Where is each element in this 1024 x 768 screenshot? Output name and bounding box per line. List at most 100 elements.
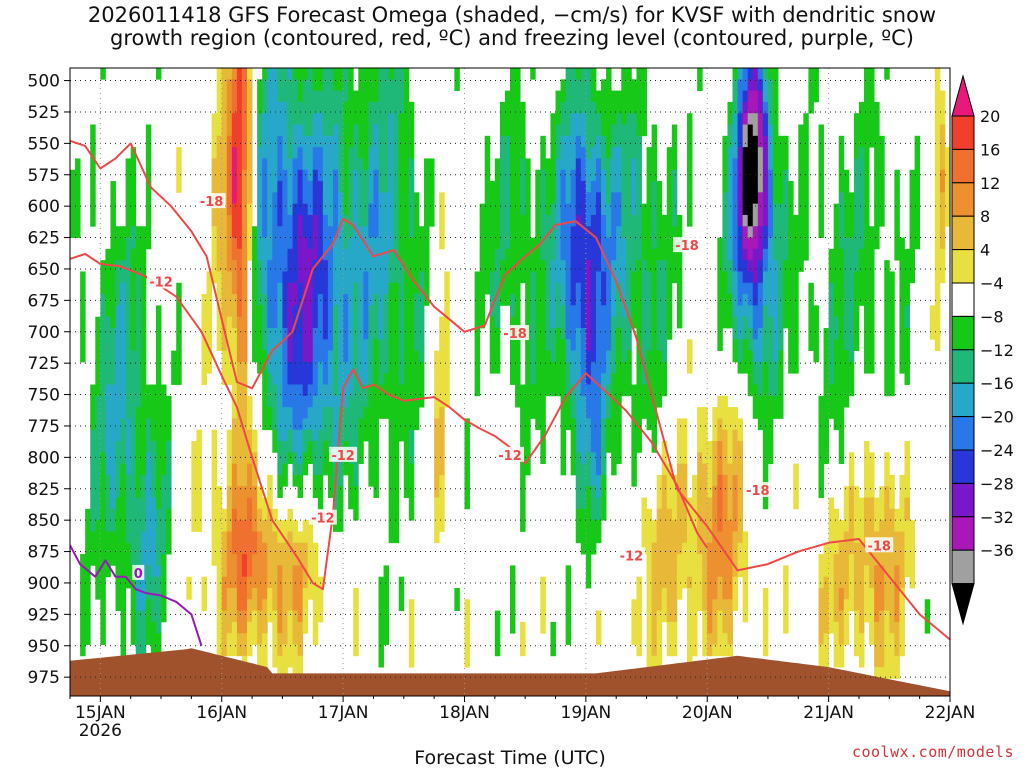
omega-cell	[444, 350, 450, 363]
omega-cell	[879, 644, 885, 657]
omega-cell	[226, 644, 233, 657]
omega-cell	[712, 497, 718, 510]
omega-cell	[312, 181, 319, 193]
omega-cell	[874, 124, 880, 137]
omega-cell	[155, 350, 162, 363]
omega-cell	[550, 644, 556, 657]
omega-cell	[651, 554, 658, 566]
omega-cell	[231, 147, 238, 159]
omega-cell	[783, 248, 789, 261]
omega-cell	[767, 248, 774, 261]
omega-cell	[611, 203, 617, 216]
omega-cell	[343, 361, 349, 374]
omega-cell	[853, 554, 860, 566]
omega-cell	[757, 350, 764, 363]
omega-cell	[879, 621, 885, 634]
omega-cell	[838, 644, 845, 657]
omega-cell	[585, 90, 592, 103]
omega-cell	[287, 407, 293, 419]
omega-cell	[671, 565, 678, 578]
omega-cell	[247, 633, 253, 645]
omega-cell	[383, 271, 390, 284]
omega-cell	[580, 520, 587, 532]
omega-cell	[636, 181, 642, 193]
omega-cell	[125, 169, 132, 182]
omega-cell	[540, 135, 546, 148]
omega-cell	[363, 271, 369, 284]
omega-cell	[909, 542, 915, 555]
omega-cell	[934, 124, 941, 137]
omega-cell	[282, 644, 288, 657]
omega-cell	[373, 418, 379, 431]
omega-cell	[105, 452, 111, 465]
omega-cell	[869, 576, 875, 589]
omega-cell	[231, 294, 238, 306]
omega-cell	[338, 305, 344, 318]
omega-cell	[95, 542, 101, 555]
omega-cell	[864, 181, 870, 193]
omega-cell	[585, 260, 592, 272]
omega-cell	[150, 542, 157, 555]
omega-cell	[808, 316, 814, 329]
omega-cell	[681, 441, 688, 453]
omega-cell	[570, 305, 577, 318]
omega-cell	[241, 463, 248, 476]
omega-cell	[454, 599, 460, 611]
omega-cell	[838, 316, 845, 329]
omega-cell	[408, 373, 415, 385]
omega-cell	[398, 68, 405, 80]
omega-cell	[424, 181, 430, 193]
omega-cell	[798, 237, 804, 250]
omega-cell	[292, 339, 298, 351]
omega-cell	[666, 181, 673, 193]
omega-cell	[732, 282, 738, 295]
omega-cell	[80, 339, 86, 351]
omega-cell	[656, 587, 663, 600]
omega-cell	[934, 79, 941, 91]
omega-cell	[535, 407, 541, 419]
omega-cell	[692, 599, 698, 611]
omega-cell	[540, 248, 546, 261]
omega-cell	[353, 373, 359, 385]
omega-cell	[115, 554, 121, 566]
omega-cell	[884, 621, 890, 634]
omega-cell	[343, 101, 349, 114]
omega-cell	[732, 486, 738, 498]
omega-cell	[155, 565, 162, 578]
omega-cell	[444, 373, 450, 385]
omega-cell	[307, 90, 314, 103]
omega-cell	[282, 135, 288, 148]
omega-cell	[327, 135, 334, 148]
omega-cell	[575, 68, 582, 80]
omega-cell	[140, 508, 147, 521]
omega-cell	[757, 169, 764, 182]
omega-cell	[125, 339, 132, 351]
omega-cell	[722, 633, 728, 645]
omega-cell	[676, 294, 683, 306]
omega-cell	[302, 101, 309, 114]
omega-cell	[535, 282, 541, 295]
omega-cell	[692, 474, 698, 487]
omega-cell	[155, 610, 162, 623]
omega-cell	[651, 147, 658, 159]
omega-cell	[818, 418, 824, 431]
omega-cell	[216, 101, 223, 114]
omega-cell	[641, 294, 647, 306]
omega-cell	[145, 610, 152, 623]
omega-cell	[823, 587, 830, 600]
omega-cell	[515, 294, 521, 306]
omega-cell	[646, 373, 653, 385]
omega-cell	[348, 101, 354, 114]
omega-cell	[904, 520, 910, 532]
omega-cell	[110, 554, 116, 566]
omega-cell	[363, 305, 369, 318]
omega-cell	[145, 508, 152, 521]
omega-cell	[353, 226, 359, 238]
omega-cell	[580, 497, 587, 510]
omega-cell	[403, 350, 410, 363]
omega-cell	[590, 79, 597, 91]
omega-cell	[363, 192, 369, 205]
omega-cell	[140, 260, 147, 272]
omega-cell	[317, 203, 324, 216]
omega-cell	[515, 237, 521, 250]
